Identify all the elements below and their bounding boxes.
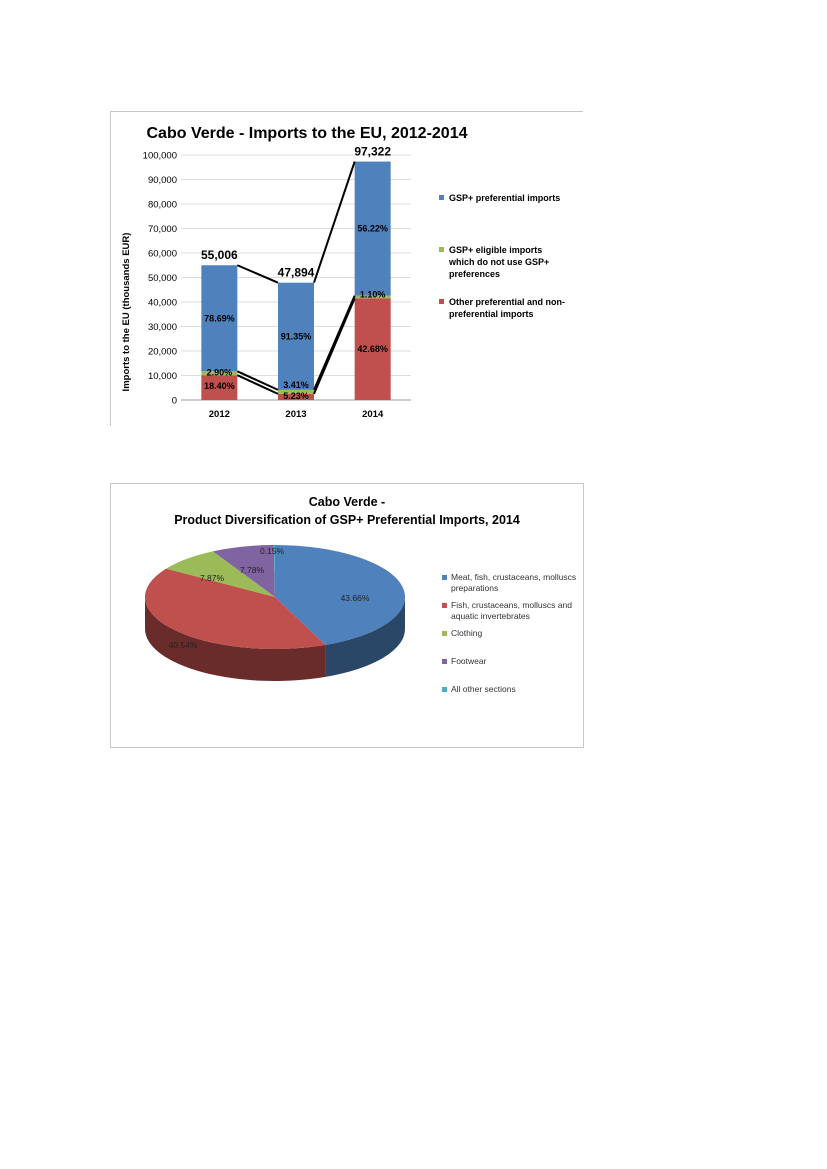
pie-slice [145, 568, 326, 649]
segment-label: 1.10% [360, 290, 386, 300]
segment-label: 2.90% [207, 367, 233, 377]
pie-depth [145, 597, 405, 681]
legend-label: Other preferential and non-preferential … [449, 297, 566, 319]
imports-chart-panel: Cabo Verde - Imports to the EU, 2012-201… [110, 111, 583, 426]
bar-data-labels: 18.40% 2.90% 78.69% 55,006 5.23%3.41% 91.35% 4… [201, 145, 391, 401]
segment-label: 3.41% [283, 380, 309, 390]
bar-segment [354, 295, 391, 299]
segment-label: 91.35% [281, 331, 312, 341]
legend-label: Clothing [451, 628, 483, 638]
y-tick-label: 30,000 [148, 322, 177, 333]
legend-label: Footwear [451, 656, 487, 666]
legend-label: All other sections [451, 684, 516, 694]
total-connector [236, 264, 279, 284]
legend-swatch [439, 299, 444, 304]
y-tick-label: 70,000 [148, 224, 177, 235]
pie-slices [145, 545, 406, 649]
legend-swatch [442, 659, 447, 664]
bar-segment [201, 371, 238, 376]
bar-segment [201, 265, 238, 372]
legend-swatch [442, 603, 447, 608]
bar-chart-title: Cabo Verde - Imports to the EU, 2012-201… [147, 125, 468, 142]
total-connector [313, 161, 356, 283]
imports-bar-chart: Cabo Verde - Imports to the EU, 2012-201… [121, 125, 468, 420]
segment-label: 56.22% [357, 224, 388, 234]
pie-slice-label: 40.54% [169, 640, 198, 650]
bar-segment [278, 393, 314, 400]
pie-slice-label: 0.15% [260, 546, 285, 556]
pie-slice-label: 7.78% [240, 565, 265, 575]
bar-y-ticks: 0 10,000 20,000 30,000 40,000 50,000 60,000 70,… [143, 151, 177, 407]
bar-chart-y-axis-label: Imports to the EU (thousands EUR) [121, 233, 132, 392]
y-tick-label: 90,000 [148, 175, 177, 186]
x-tick-label: 2014 [362, 409, 384, 420]
bar-segment [278, 389, 314, 394]
bar-x-ticks: 2012 2013 2014 [209, 409, 384, 420]
segment-label: 18.40% [204, 381, 235, 391]
diversification-chart-panel: Cabo Verde - Product Diversification of … [110, 483, 584, 748]
total-label: 47,894 [278, 266, 315, 280]
y-tick-label: 40,000 [148, 298, 177, 309]
legend-swatch [439, 247, 444, 252]
legend-label: Meat, fish, crustaceans, molluscs prepar… [451, 572, 577, 593]
bar-segment [278, 282, 314, 390]
bar-connector-lines [236, 161, 356, 395]
total-label: 55,006 [201, 248, 238, 262]
pie-slice [275, 545, 406, 645]
pie-chart-title-line-1: Cabo Verde - [309, 495, 385, 509]
bar-series [201, 161, 391, 400]
y-tick-label: 80,000 [148, 200, 177, 211]
segment-label: 42.68% [357, 344, 388, 354]
pie-slice [166, 551, 275, 597]
bar-segment [354, 298, 391, 400]
legend-label: GSP+ preferential imports [449, 193, 561, 203]
bar-segment [201, 375, 238, 400]
y-tick-label: 0 [172, 396, 177, 407]
pie-data-labels: 43.66% 40.54% 7.87% 7.78% 0.15% [169, 546, 370, 650]
legend-swatch [439, 195, 444, 200]
segment-connector [313, 297, 356, 395]
pie-slice-label: 7.87% [200, 573, 225, 583]
pie-slice-side [325, 597, 405, 677]
segment-connector [236, 370, 279, 391]
pie-slice-side [145, 597, 326, 681]
bar-segment [354, 161, 391, 296]
y-tick-label: 50,000 [148, 273, 177, 284]
legend-swatch [442, 631, 447, 636]
legend-label: Fish, crustaceans, molluscs and aquatic … [451, 600, 572, 621]
y-tick-label: 20,000 [148, 347, 177, 358]
segment-connector [313, 295, 356, 391]
segment-label: 78.69% [204, 313, 235, 323]
pie-slice [273, 545, 275, 597]
segment-label: 5.23% [283, 391, 309, 401]
pie-slice-label: 43.66% [341, 593, 370, 603]
x-tick-label: 2013 [285, 409, 306, 420]
legend-swatch [442, 575, 447, 580]
y-tick-label: 10,000 [148, 371, 177, 382]
y-tick-label: 60,000 [148, 249, 177, 260]
legend-swatch [442, 687, 447, 692]
pie-chart-title-line-2: Product Diversification of GSP+ Preferen… [174, 513, 520, 527]
legend-label: GSP+ eligible imports which do not use G… [449, 245, 550, 279]
segment-connector [236, 374, 279, 395]
total-label: 97,322 [354, 145, 391, 159]
pie-slice [212, 545, 275, 597]
diversification-pie-chart: Cabo Verde - Product Diversification of … [145, 495, 520, 681]
x-tick-label: 2012 [209, 409, 230, 420]
y-tick-label: 100,000 [143, 151, 177, 162]
